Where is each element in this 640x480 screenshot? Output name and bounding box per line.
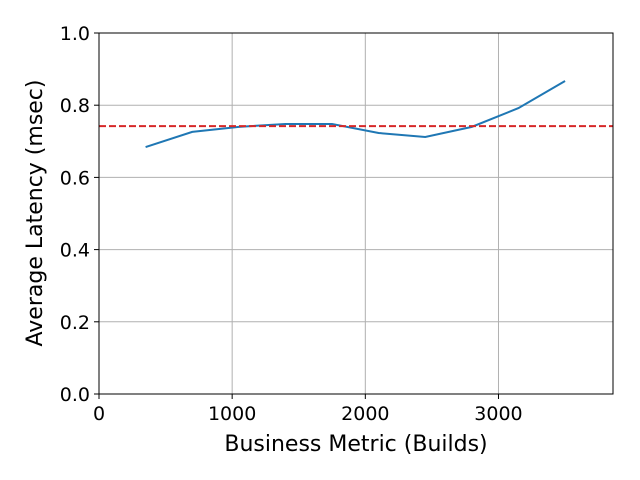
x-tick-label: 2000	[341, 403, 389, 425]
y-tick-label: 0.0	[60, 384, 90, 406]
y-tick-label: 0.8	[60, 95, 90, 117]
y-axis-label: Average Latency (msec)	[23, 80, 48, 347]
x-tick-label: 1000	[208, 403, 256, 425]
x-tick-label: 0	[93, 403, 105, 425]
y-tick-label: 0.2	[60, 312, 90, 334]
plot-frame	[98, 32, 614, 395]
y-tick-label: 1.0	[60, 23, 90, 45]
data-line	[145, 80, 566, 149]
x-axis-label: Business Metric (Builds)	[224, 432, 487, 457]
y-tick-label: 0.6	[60, 167, 90, 189]
x-tick-label: 3000	[474, 403, 522, 425]
y-tick-label: 0.4	[60, 240, 90, 262]
